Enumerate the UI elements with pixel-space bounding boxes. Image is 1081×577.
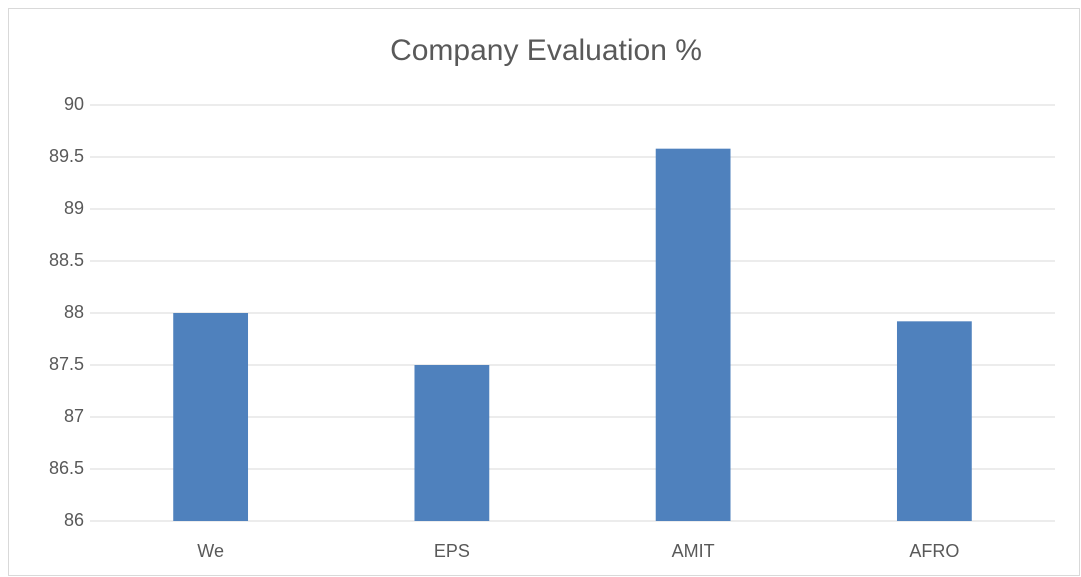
y-tick-label: 86 bbox=[64, 510, 84, 530]
x-tick-label: We bbox=[197, 541, 224, 561]
bar bbox=[896, 321, 972, 521]
y-tick-label: 89 bbox=[64, 198, 84, 218]
y-tick-label: 87.5 bbox=[49, 354, 84, 374]
chart-title: Company Evaluation % bbox=[390, 34, 702, 67]
bar bbox=[414, 365, 490, 521]
y-tick-label: 89.5 bbox=[49, 146, 84, 166]
x-tick-label: AMIT bbox=[672, 541, 715, 561]
y-tick-label: 90 bbox=[64, 94, 84, 114]
y-tick-label: 86.5 bbox=[49, 458, 84, 478]
bar bbox=[173, 313, 249, 521]
y-tick-label: 87 bbox=[64, 406, 84, 426]
y-tick-label: 88 bbox=[64, 302, 84, 322]
bar bbox=[655, 148, 731, 521]
x-tick-label: EPS bbox=[434, 541, 470, 561]
x-tick-label: AFRO bbox=[909, 541, 959, 561]
y-tick-label: 88.5 bbox=[49, 250, 84, 270]
